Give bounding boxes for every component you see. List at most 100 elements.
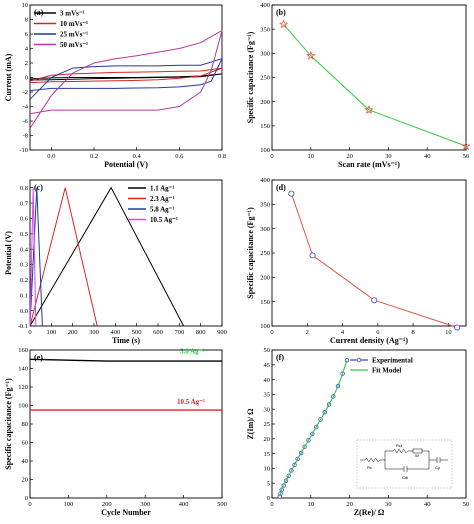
y-tick-label: 0.3 xyxy=(20,262,28,269)
y-tick-label: 200 xyxy=(260,275,270,282)
x-tick-label: 0.0 xyxy=(47,153,55,160)
y-tick-label: 300 xyxy=(260,51,270,58)
legend-entry: 50 mVs⁻¹ xyxy=(60,41,88,49)
data-point xyxy=(288,190,295,197)
resistor-rct xyxy=(392,448,409,454)
y-tick-label: 35 xyxy=(264,392,271,399)
y-tick-label: 4 xyxy=(25,46,29,53)
y-tick-label: 200 xyxy=(260,99,270,106)
y-tick-label: 400 xyxy=(260,2,270,9)
data-point xyxy=(344,358,350,363)
y-tick-label: 10 xyxy=(22,2,29,9)
y-tick-label: 400 xyxy=(260,177,270,184)
x-tick-label: 30 xyxy=(385,501,392,508)
legend-entry: 1.1 Ag⁻¹ xyxy=(150,185,174,193)
x-tick-label: 30 xyxy=(385,153,392,160)
series-line xyxy=(29,358,222,362)
data-point-star xyxy=(461,141,471,151)
series-line xyxy=(29,29,223,129)
x-tick-label: 4 xyxy=(341,329,345,336)
legend-entry: Experimental xyxy=(372,357,413,365)
x-tick-label: 0.2 xyxy=(90,153,98,160)
panel-label: (c) xyxy=(34,183,43,192)
data-point xyxy=(309,252,316,259)
x-tick-label: 0 xyxy=(270,153,273,160)
panel-f: 0 10 20 30 40 50 0 5 10 15 20 25 30 35 40 45 50 Z(Re)/ Ω Z… xyxy=(246,347,469,517)
x-tick-label: 2 xyxy=(306,329,309,336)
plot-frame xyxy=(271,4,467,151)
x-tick-label: 10 xyxy=(308,153,315,160)
legend-entry: 25 mVs⁻¹ xyxy=(60,31,88,39)
legend-entry: Fit Model xyxy=(372,367,401,375)
y-tick-label: 350 xyxy=(260,202,270,209)
y-tick-label: 10 xyxy=(264,466,271,473)
data-point-star xyxy=(278,19,289,29)
y-tick-label: 45 xyxy=(264,362,271,369)
y-tick-label: -0.1 xyxy=(18,323,28,330)
annotation-5-8: 5.8 Ag⁻¹ xyxy=(180,347,204,355)
y-tick-label: 80 xyxy=(22,421,29,428)
x-tick-label: 300 xyxy=(89,329,99,336)
y-tick-label: 5 xyxy=(267,480,270,487)
series-line xyxy=(29,73,223,81)
x-tick-label: 0 xyxy=(270,329,273,336)
x-tick-label: 0.4 xyxy=(133,153,142,160)
x-tick-label: 0.8 xyxy=(218,153,226,160)
data-point-star xyxy=(364,104,374,114)
y-tick-label: 160 xyxy=(18,347,28,354)
y-tick-label: 2 xyxy=(25,60,28,67)
y-tick-label: 0.6 xyxy=(20,216,29,223)
circuit-label-cp: Cp xyxy=(435,465,441,470)
x-tick-label: 200 xyxy=(102,501,112,508)
x-axis-label: Time (s) xyxy=(112,336,140,345)
y-tick-label: 0.1 xyxy=(20,292,28,299)
y-tick-label: 40 xyxy=(22,458,29,465)
y-tick-label: -4 xyxy=(23,104,29,111)
y-axis-label: Specific capacitance (Fg⁻¹) xyxy=(246,207,255,299)
series-line xyxy=(29,186,185,327)
y-tick-label: 300 xyxy=(260,226,270,233)
x-tick-label: 100 xyxy=(46,329,56,336)
plot-frame xyxy=(29,179,223,327)
x-tick-label: 500 xyxy=(132,329,142,336)
x-tick-label: 40 xyxy=(424,153,431,160)
x-tick-label: 10 xyxy=(445,329,452,336)
x-tick-label: 300 xyxy=(140,501,150,508)
y-tick-label: 60 xyxy=(22,440,29,447)
series-line xyxy=(279,360,348,497)
series-line xyxy=(29,187,43,327)
annotation-10-5: 10.5 Ag⁻¹ xyxy=(177,398,205,406)
x-tick-label: 8 xyxy=(411,329,414,336)
y-tick-label: 0.7 xyxy=(20,200,29,207)
legend-entry: 2.3 Ag⁻¹ xyxy=(150,195,174,203)
x-tick-label: 20 xyxy=(346,501,353,508)
y-tick-label: 250 xyxy=(260,250,270,257)
y-tick-label: -6 xyxy=(23,118,29,125)
panel-e: 0 100 200 300 400 500 0 20 40 60 80 100 120 140 160 Cyc… xyxy=(4,347,227,517)
y-tick-label: 150 xyxy=(260,123,270,130)
x-tick-label: 0.6 xyxy=(175,153,184,160)
y-tick-label: 100 xyxy=(18,403,28,410)
y-tick-label: 140 xyxy=(18,366,28,373)
y-tick-label: 350 xyxy=(260,26,270,33)
panel-label: (b) xyxy=(276,8,286,17)
x-tick-label: 600 xyxy=(153,329,163,336)
panel-label: (e) xyxy=(34,353,43,362)
data-point xyxy=(454,324,461,331)
x-tick-label: 40 xyxy=(424,501,431,508)
circuit-label-cdl: Cdl xyxy=(402,475,408,480)
legend-marker xyxy=(356,357,362,363)
series-line xyxy=(29,187,37,327)
x-tick-label: 20 xyxy=(346,153,353,160)
y-tick-label: 40 xyxy=(264,377,271,384)
legend-entry: 10 mVs⁻¹ xyxy=(60,20,88,28)
circuit-label-rs: Rs xyxy=(367,465,372,470)
x-tick-label: 6 xyxy=(376,329,380,336)
y-tick-label: 150 xyxy=(260,299,270,306)
y-axis-label: Specific capacitance (Fg⁻¹) xyxy=(4,378,13,470)
circuit-label-rct: Rct xyxy=(396,443,403,448)
legend-entry: 3 mVs⁻¹ xyxy=(60,10,85,18)
y-tick-label: 100 xyxy=(260,323,270,330)
y-tick-label: 6 xyxy=(25,31,29,38)
